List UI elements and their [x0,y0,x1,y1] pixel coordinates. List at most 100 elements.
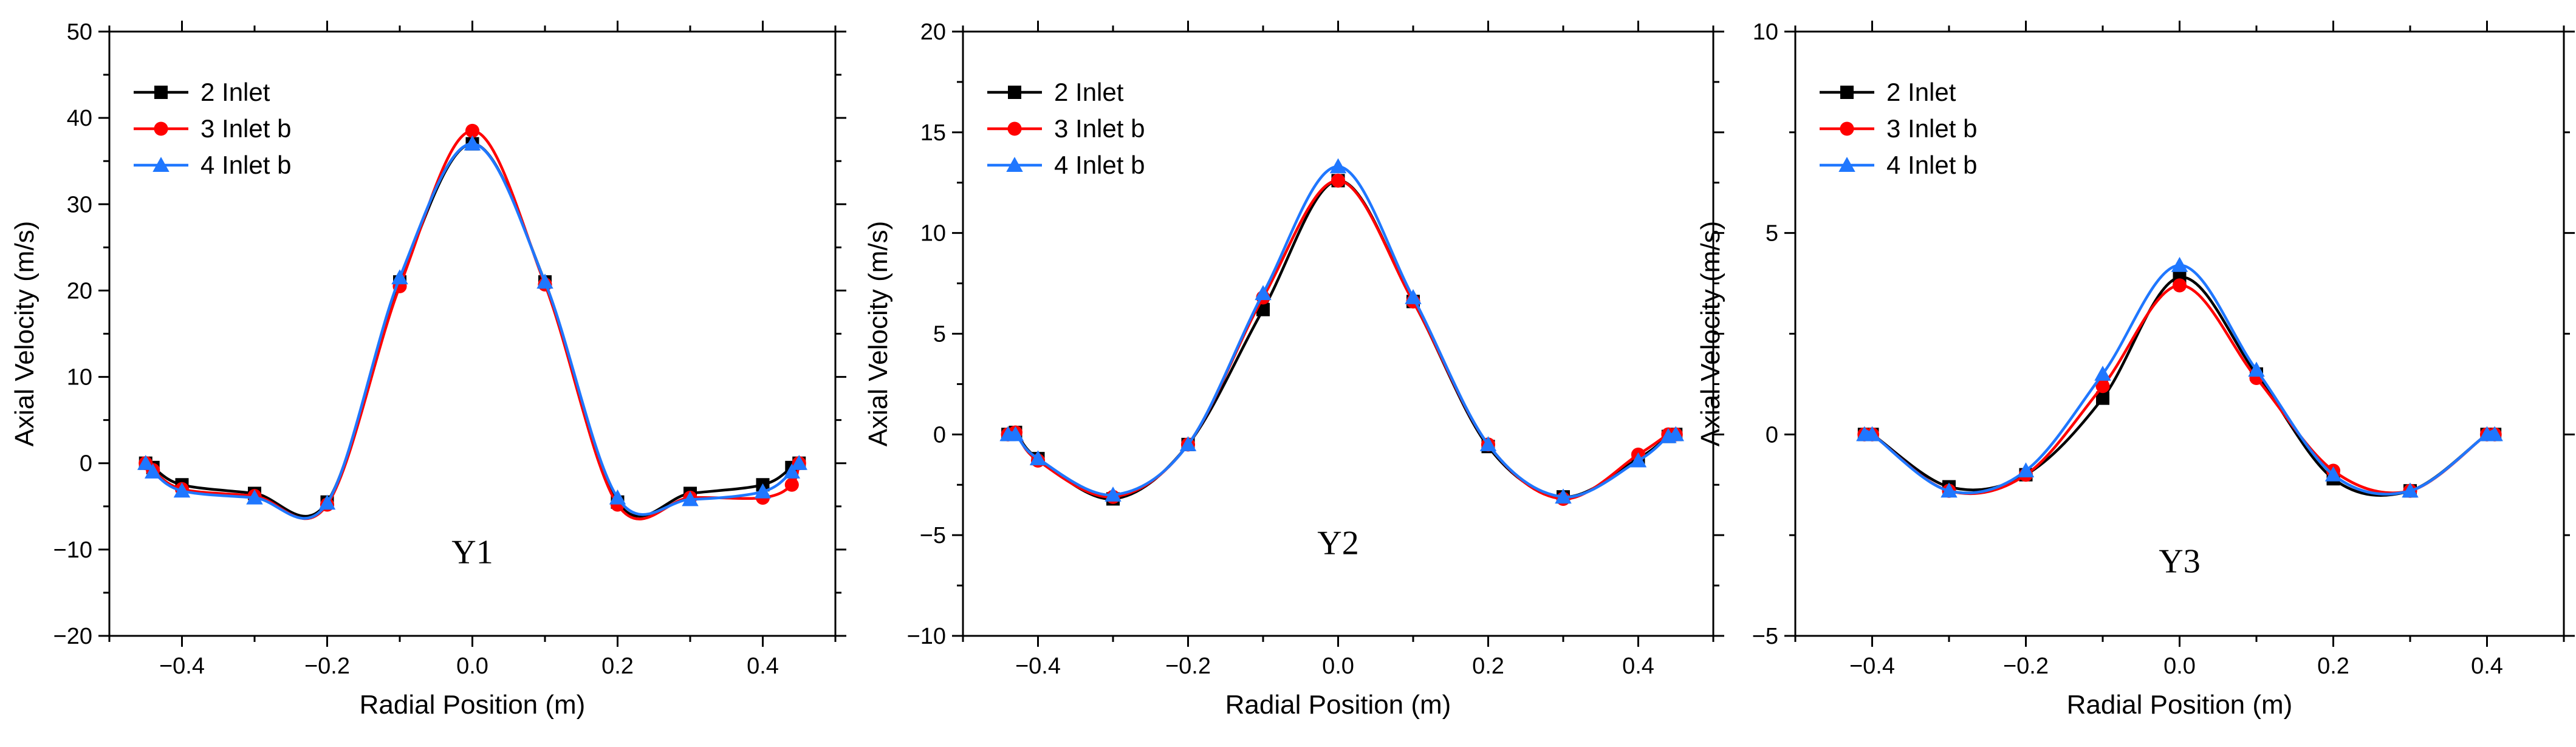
y-tick-label: 10 [920,221,946,247]
x-axis-label: Radial Position (m) [360,690,586,720]
x-tick-label: 0.2 [1472,653,1504,679]
panel-label: Y3 [2159,543,2200,581]
data-point [609,489,626,505]
y-tick-label: 5 [1766,221,1778,247]
data-point [2095,379,2110,394]
data-point [1405,289,1422,304]
data-point [790,454,807,470]
legend-item: 2 Inlet [987,78,1124,106]
x-tick-label: 0.4 [1622,653,1654,679]
y-axis-label: Axial Velocity (m/s) [1696,221,1725,447]
data-point [1863,426,1881,442]
series-line [1862,264,2497,496]
data-point [1667,426,1684,442]
x-tick-label: 0.4 [2471,653,2503,679]
y-tick-label: 50 [67,19,92,45]
legend-label: 2 Inlet [1886,78,1956,106]
data-point [1105,486,1122,502]
data-point [1029,450,1047,466]
series-4-inlet-b [137,135,807,520]
legend-marker [1007,121,1022,136]
y-tick-label: 0 [80,451,92,477]
data-point [391,269,408,285]
legend-item: 3 Inlet b [134,114,291,143]
data-point [1007,426,1024,442]
data-point [246,489,263,505]
x-tick-label: 0.4 [747,653,779,679]
chart-panel-3: −0.4 −0.2 0.0 0.2 0.4 −5 0 5 10 Radial Position (… [1696,19,2575,720]
data-point [2486,426,2503,442]
series-2-inlet [1001,174,1683,506]
data-point [784,477,799,492]
legend-item: 3 Inlet b [1820,114,1977,143]
x-tick-label: 0.0 [1322,653,1354,679]
x-tick-label: 0.0 [2163,653,2196,679]
data-point [2096,391,2109,405]
legend-item: 4 Inlet b [987,151,1145,179]
data-point [2402,482,2419,498]
series-line [144,142,801,520]
data-point [1479,436,1497,451]
legend-marker [1006,157,1023,172]
data-point [682,491,699,507]
series-line [1007,179,1676,500]
x-tick-label: 0.0 [456,653,488,679]
y-tick-label: −5 [920,523,946,548]
x-tick-label: 0.2 [601,653,634,679]
y-tick-label: −10 [53,537,92,563]
legend-label: 2 Inlet [1054,78,1124,106]
data-point [754,483,772,499]
x-tick-label: −0.4 [159,653,205,679]
data-point [2171,256,2188,272]
series-3-inlet-b [139,123,806,520]
series-line [1007,165,1676,499]
legend-label: 4 Inlet b [1886,151,1977,179]
data-point [1255,285,1272,301]
x-tick-label: −0.4 [1849,653,1895,679]
x-tick-label: −0.2 [1165,653,1211,679]
chart-panel-2: −0.4 −0.2 0.0 0.2 0.4 −10 −5 0 5 10 15 20 Radial Pos… [863,19,1724,720]
series-3-inlet-b [1857,278,2502,498]
data-point [2094,366,2111,381]
x-tick-label: −0.2 [304,653,350,679]
legend-label: 3 Inlet b [1054,114,1145,143]
panel-label: Y1 [451,534,493,571]
y-tick-label: −5 [1752,624,1778,649]
x-tick-label: −0.4 [1015,653,1061,679]
data-point [318,494,336,510]
y-tick-label: 15 [920,120,946,146]
data-point [2172,278,2187,293]
data-point [2324,466,2342,482]
data-point [1941,482,1958,498]
x-tick-label: −0.2 [2003,653,2049,679]
series-3-inlet-b [1001,173,1683,507]
series-4-inlet-b [999,158,1684,504]
data-point [2248,361,2265,377]
data-point [2017,462,2035,478]
series-2-inlet [139,137,806,518]
y-tick-label: 0 [933,422,946,448]
y-tick-label: 20 [920,19,946,45]
chart-panel-1: −0.4 −0.2 0.0 0.2 0.4 −20 −10 0 10 20 30 40 50 Radial… [10,19,846,720]
series-2-inlet [1857,270,2502,498]
data-point [464,135,481,151]
series-line [1862,276,2497,497]
legend-label: 3 Inlet b [1886,114,1977,143]
data-point [783,463,801,479]
y-tick-label: 20 [67,278,92,304]
legend-item: 2 Inlet [1820,78,1956,106]
y-tick-label: −20 [53,624,92,649]
series-line [1007,179,1677,500]
data-point [1629,452,1647,468]
legend-marker [1838,157,1855,172]
series-line [1862,284,2497,496]
legend-marker [152,157,170,172]
data-point [1555,488,1572,504]
legend-item: 4 Inlet b [1820,151,1977,179]
series-line [145,142,800,518]
y-axis-label: Axial Velocity (m/s) [10,221,39,447]
data-point [465,123,480,138]
x-axis-label: Radial Position (m) [1225,690,1451,720]
data-point [1329,158,1347,174]
legend-label: 4 Inlet b [200,151,291,179]
